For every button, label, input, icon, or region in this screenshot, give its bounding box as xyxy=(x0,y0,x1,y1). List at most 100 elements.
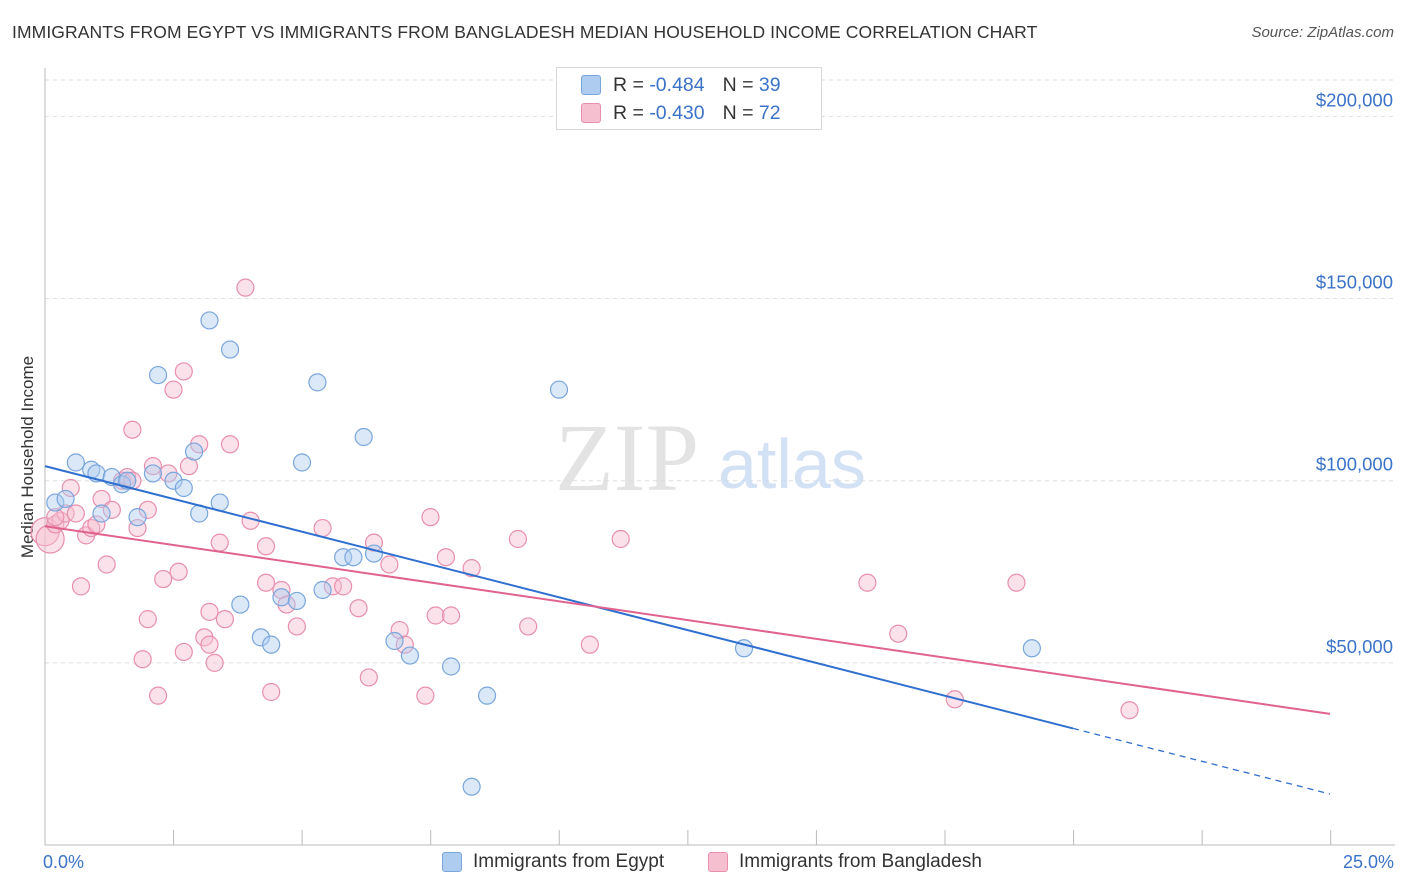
bangladesh-point xyxy=(148,686,168,705)
legend-row-bangladesh: R = -0.430 N = 72 xyxy=(581,99,781,127)
watermark-atlas: atlas xyxy=(718,425,866,503)
bangladesh-point xyxy=(220,435,240,454)
bangladesh-point xyxy=(256,573,276,592)
bangladesh-point xyxy=(66,504,85,523)
bangladesh-point xyxy=(174,362,193,381)
bangladesh-point xyxy=(97,555,116,574)
bangladesh-point xyxy=(61,478,80,498)
bangladesh-point xyxy=(416,686,435,705)
egypt-point xyxy=(200,311,219,330)
bangladesh-point xyxy=(133,650,152,669)
bangladesh-point xyxy=(169,562,188,581)
egypt-point xyxy=(184,442,204,461)
egypt-point xyxy=(272,588,291,607)
egypt-point xyxy=(164,471,183,490)
egypt-point xyxy=(354,427,373,447)
bangladesh-swatch xyxy=(581,103,601,123)
bangladesh-point xyxy=(519,617,538,636)
chart-title: IMMIGRANTS FROM EGYPT VS IMMIGRANTS FROM… xyxy=(12,22,1038,42)
bangladesh-point xyxy=(323,577,342,596)
y-tick-labels: $50,000 $100,000 $150,000 $200,000 xyxy=(1316,89,1393,656)
bangladesh-point xyxy=(580,635,599,654)
egypt-n-value: 39 xyxy=(758,73,781,96)
bangladesh-point xyxy=(611,529,630,549)
egypt-trend-line xyxy=(44,465,1074,730)
bangladesh-point xyxy=(138,610,157,629)
egypt-legend-swatch xyxy=(442,852,462,872)
bangladesh-point xyxy=(313,518,332,538)
bangladesh-point xyxy=(1007,573,1026,592)
egypt-point xyxy=(400,646,420,665)
bangladesh-point xyxy=(462,559,481,578)
bangladesh-r-label: R = xyxy=(613,101,650,124)
watermark-zip: ZIP xyxy=(555,404,699,511)
correlation-legend: R = -0.484 N = 39 R = -0.430 N = 72 xyxy=(556,67,822,130)
egypt-point xyxy=(143,464,163,483)
egypt-point xyxy=(92,504,111,523)
y-tick-label: $200,000 xyxy=(1316,89,1393,110)
bangladesh-point xyxy=(426,606,445,625)
y-tick-label: $100,000 xyxy=(1316,454,1393,475)
bangladesh-point xyxy=(174,642,193,662)
egypt-point xyxy=(292,453,312,472)
egypt-trend-extension xyxy=(1072,727,1331,795)
egypt-point xyxy=(148,365,168,385)
trend-lines xyxy=(44,465,1331,795)
bangladesh-n-value: 72 xyxy=(758,101,781,124)
bangladesh-trend-line xyxy=(44,525,1331,715)
gridlines xyxy=(45,79,1395,664)
bangladesh-point xyxy=(102,500,121,519)
bangladesh-point xyxy=(441,606,461,625)
bangladesh-point xyxy=(236,278,255,297)
egypt-point xyxy=(262,635,281,654)
bangladesh-legend-swatch xyxy=(708,852,728,872)
bangladesh-point xyxy=(508,529,527,549)
egypt-point xyxy=(220,340,240,359)
egypt-point xyxy=(66,453,85,472)
bangladesh-point xyxy=(164,380,183,399)
egypt-points xyxy=(46,311,1041,796)
egypt-point xyxy=(287,591,306,611)
egypt-legend-label: Immigrants from Egypt xyxy=(473,851,665,872)
egypt-swatch xyxy=(581,75,601,95)
bangladesh-point xyxy=(421,508,440,527)
bangladesh-point xyxy=(1120,701,1139,720)
egypt-point xyxy=(46,493,65,512)
bangladesh-point xyxy=(256,537,276,556)
bangladesh-point xyxy=(210,533,229,552)
egypt-point xyxy=(385,631,404,651)
bangladesh-point xyxy=(205,653,224,672)
egypt-point xyxy=(56,489,75,509)
egypt-n-label: N = xyxy=(722,73,759,96)
bangladesh-point xyxy=(889,624,908,643)
bangladesh-point xyxy=(334,577,353,596)
bangladesh-point xyxy=(287,617,306,636)
bangladesh-point xyxy=(349,599,368,618)
bangladesh-point xyxy=(858,573,877,592)
bangladesh-point xyxy=(380,555,399,574)
x-tick-label-max: 25.0% xyxy=(1342,852,1394,872)
bangladesh-point xyxy=(215,610,234,629)
egypt-point xyxy=(128,508,147,527)
bangladesh-n-label: N = xyxy=(722,101,759,124)
bangladesh-points xyxy=(30,278,1139,720)
egypt-point xyxy=(462,777,481,796)
egypt-point xyxy=(313,580,332,600)
series-legend: Immigrants from Egypt Immigrants from Ba… xyxy=(0,851,1406,879)
legend-item-bangladesh[interactable]: Immigrants from Bangladesh xyxy=(708,851,982,873)
bangladesh-r-value: -0.430 xyxy=(649,101,705,124)
egypt-point xyxy=(251,628,270,647)
egypt-r-value: -0.484 xyxy=(649,73,705,96)
y-tick-label: $50,000 xyxy=(1326,636,1393,657)
legend-item-egypt[interactable]: Immigrants from Egypt xyxy=(442,851,664,873)
egypt-point xyxy=(334,548,353,567)
axes xyxy=(44,68,1395,846)
legend-row-egypt: R = -0.484 N = 39 xyxy=(581,71,781,99)
bangladesh-point xyxy=(359,668,378,687)
bangladesh-point xyxy=(200,602,219,621)
watermark: ZIP atlas xyxy=(555,404,866,511)
egypt-point xyxy=(477,686,497,705)
egypt-point xyxy=(344,548,363,567)
bangladesh-point xyxy=(395,635,414,654)
